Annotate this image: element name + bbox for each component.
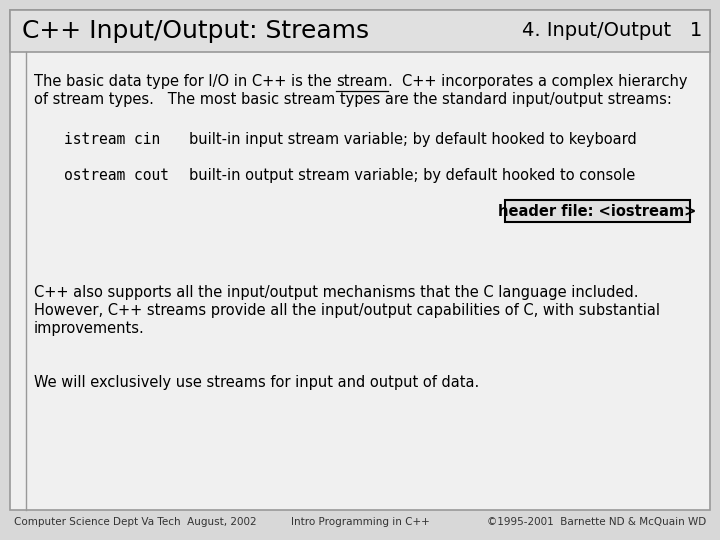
Text: C++ also supports all the input/output mechanisms that the C language included.: C++ also supports all the input/output m…	[34, 285, 639, 300]
Text: 4. Input/Output   1: 4. Input/Output 1	[522, 22, 702, 40]
FancyBboxPatch shape	[10, 10, 710, 510]
Text: built-in input stream variable; by default hooked to keyboard: built-in input stream variable; by defau…	[189, 132, 636, 146]
FancyBboxPatch shape	[10, 10, 710, 52]
FancyBboxPatch shape	[505, 200, 690, 222]
Text: C++ Input/Output: Streams: C++ Input/Output: Streams	[22, 19, 369, 43]
Text: However, C++ streams provide all the input/output capabilities of C, with substa: However, C++ streams provide all the inp…	[34, 303, 660, 318]
Text: istream cin: istream cin	[64, 132, 161, 146]
Text: ©1995-2001  Barnette ND & McQuain WD: ©1995-2001 Barnette ND & McQuain WD	[487, 517, 706, 527]
Text: .  C++ incorporates a complex hierarchy: . C++ incorporates a complex hierarchy	[388, 74, 688, 89]
Text: built-in output stream variable; by default hooked to console: built-in output stream variable; by defa…	[189, 167, 635, 183]
Text: Intro Programming in C++: Intro Programming in C++	[291, 517, 429, 527]
Text: header file: <iostream>: header file: <iostream>	[498, 204, 697, 219]
Text: Computer Science Dept Va Tech  August, 2002: Computer Science Dept Va Tech August, 20…	[14, 517, 256, 527]
Text: The basic data type for I/O in C++ is the: The basic data type for I/O in C++ is th…	[34, 74, 336, 89]
Text: improvements.: improvements.	[34, 321, 145, 336]
Text: stream: stream	[336, 74, 388, 89]
Text: We will exclusively use streams for input and output of data.: We will exclusively use streams for inpu…	[34, 375, 480, 390]
Text: ostream cout: ostream cout	[64, 167, 169, 183]
Text: of stream types.   The most basic stream types are the standard input/output str: of stream types. The most basic stream t…	[34, 92, 672, 107]
